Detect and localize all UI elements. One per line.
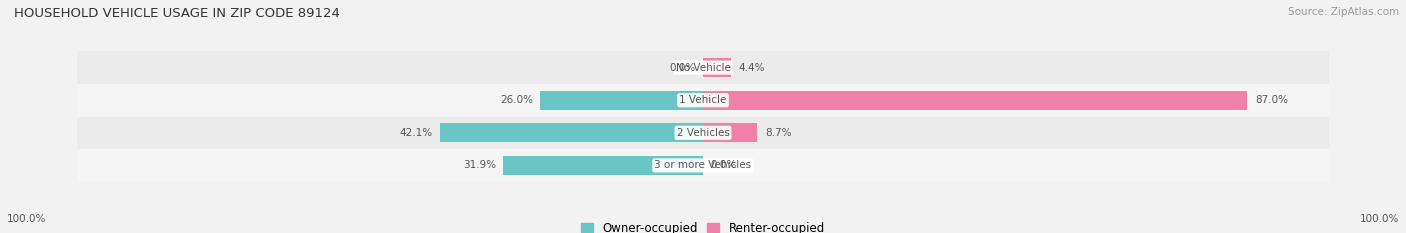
Text: 0.0%: 0.0% — [710, 161, 737, 170]
Text: 4.4%: 4.4% — [738, 63, 765, 72]
Bar — [77, 149, 1329, 182]
Text: 87.0%: 87.0% — [1254, 95, 1288, 105]
Text: 8.7%: 8.7% — [765, 128, 792, 138]
Text: HOUSEHOLD VEHICLE USAGE IN ZIP CODE 89124: HOUSEHOLD VEHICLE USAGE IN ZIP CODE 8912… — [14, 7, 340, 20]
Bar — [703, 58, 731, 77]
Text: 1 Vehicle: 1 Vehicle — [679, 95, 727, 105]
Text: 26.0%: 26.0% — [499, 95, 533, 105]
Text: Source: ZipAtlas.com: Source: ZipAtlas.com — [1288, 7, 1399, 17]
Text: 2 Vehicles: 2 Vehicles — [676, 128, 730, 138]
Text: 31.9%: 31.9% — [463, 161, 496, 170]
Legend: Owner-occupied, Renter-occupied: Owner-occupied, Renter-occupied — [581, 222, 825, 233]
Text: 100.0%: 100.0% — [1360, 214, 1399, 224]
Text: 0.0%: 0.0% — [669, 63, 696, 72]
Bar — [703, 123, 758, 142]
Bar — [77, 84, 1329, 116]
Bar — [77, 51, 1329, 84]
Text: 42.1%: 42.1% — [399, 128, 432, 138]
Bar — [703, 91, 1247, 110]
Text: No Vehicle: No Vehicle — [675, 63, 731, 72]
Text: 100.0%: 100.0% — [7, 214, 46, 224]
Bar — [77, 116, 1329, 149]
Text: 3 or more Vehicles: 3 or more Vehicles — [654, 161, 752, 170]
Bar — [503, 156, 703, 175]
Bar — [540, 91, 703, 110]
Bar — [440, 123, 703, 142]
